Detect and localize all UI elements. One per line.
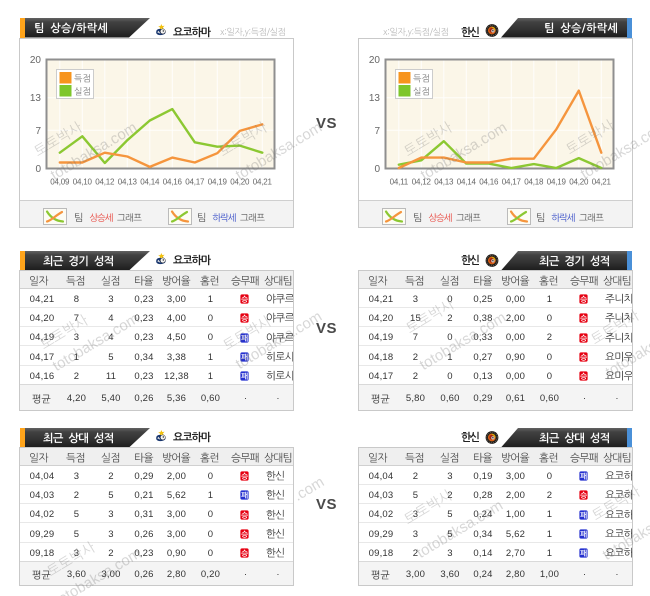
svg-text:04,13: 04,13 [434,178,454,187]
svg-text:04,13: 04,13 [118,178,138,187]
svg-text:04,21: 04,21 [592,178,612,187]
svg-text:7: 7 [374,126,380,137]
svg-text:04,16: 04,16 [163,178,183,187]
svg-text:04,17: 04,17 [185,178,205,187]
svg-text:04,21: 04,21 [253,178,273,187]
svg-text:04,19: 04,19 [547,178,567,187]
svg-text:04,12: 04,12 [95,178,115,187]
svg-text:04,14: 04,14 [457,178,477,187]
svg-text:04,17: 04,17 [502,178,522,187]
svg-text:04,20: 04,20 [569,178,589,187]
svg-text:04,12: 04,12 [412,178,432,187]
svg-text:04,09: 04,09 [50,178,70,187]
svg-text:04,20: 04,20 [230,178,250,187]
svg-text:04,16: 04,16 [479,178,499,187]
svg-text:04,11: 04,11 [390,178,409,187]
svg-text:04,18: 04,18 [524,178,544,187]
svg-text:0: 0 [374,164,380,175]
svg-text:04,19: 04,19 [208,178,228,187]
svg-text:20: 20 [369,55,381,66]
svg-text:0: 0 [35,164,41,175]
svg-text:13: 13 [369,93,381,104]
svg-text:04,10: 04,10 [73,178,93,187]
svg-text:20: 20 [30,55,42,66]
svg-text:04,14: 04,14 [140,178,160,187]
svg-text:13: 13 [30,93,42,104]
svg-text:7: 7 [35,126,41,137]
